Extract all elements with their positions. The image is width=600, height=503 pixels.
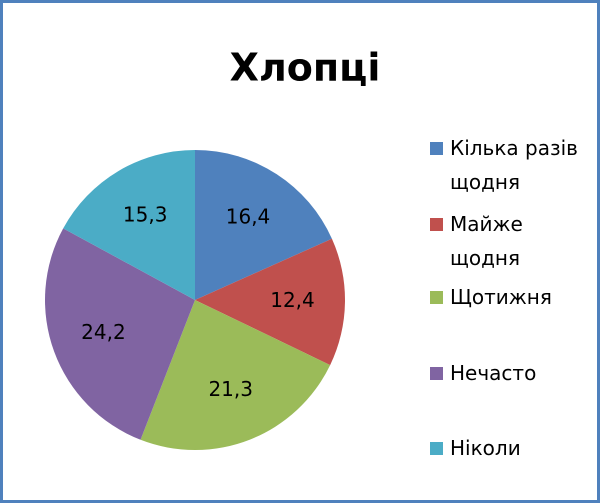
legend-swatch: [430, 442, 443, 455]
legend-entry: Майже щодня: [430, 207, 595, 275]
legend-label: Ніколи: [450, 436, 521, 460]
legend-entry: Щотижня: [430, 280, 595, 314]
pie-slice: [195, 150, 332, 300]
data-label: 16,4: [226, 205, 271, 229]
pie-slice: [63, 150, 195, 300]
legend-swatch: [430, 142, 443, 155]
legend-entry: Кілька разів щодня: [430, 131, 595, 199]
pie-slice: [195, 238, 345, 366]
pie-slice: [140, 300, 331, 451]
data-label: 15,3: [123, 203, 168, 227]
legend-label: Щотижня: [450, 285, 552, 309]
data-label: 24,2: [81, 320, 126, 344]
legend-label: Нечасто: [450, 361, 537, 385]
legend-swatch: [430, 367, 443, 380]
chart-title: Хлопці: [230, 46, 381, 90]
legend-label: Кілька разів щодня: [450, 136, 578, 194]
legend-label: Майже щодня: [450, 212, 523, 270]
legend-swatch: [430, 291, 443, 304]
pie-slice: [44, 228, 195, 440]
legend-entry: Нечасто: [430, 356, 595, 390]
data-label: 12,4: [270, 288, 315, 312]
legend-swatch: [430, 218, 443, 231]
data-label: 21,3: [208, 377, 253, 401]
legend-entry: Ніколи: [430, 431, 595, 465]
